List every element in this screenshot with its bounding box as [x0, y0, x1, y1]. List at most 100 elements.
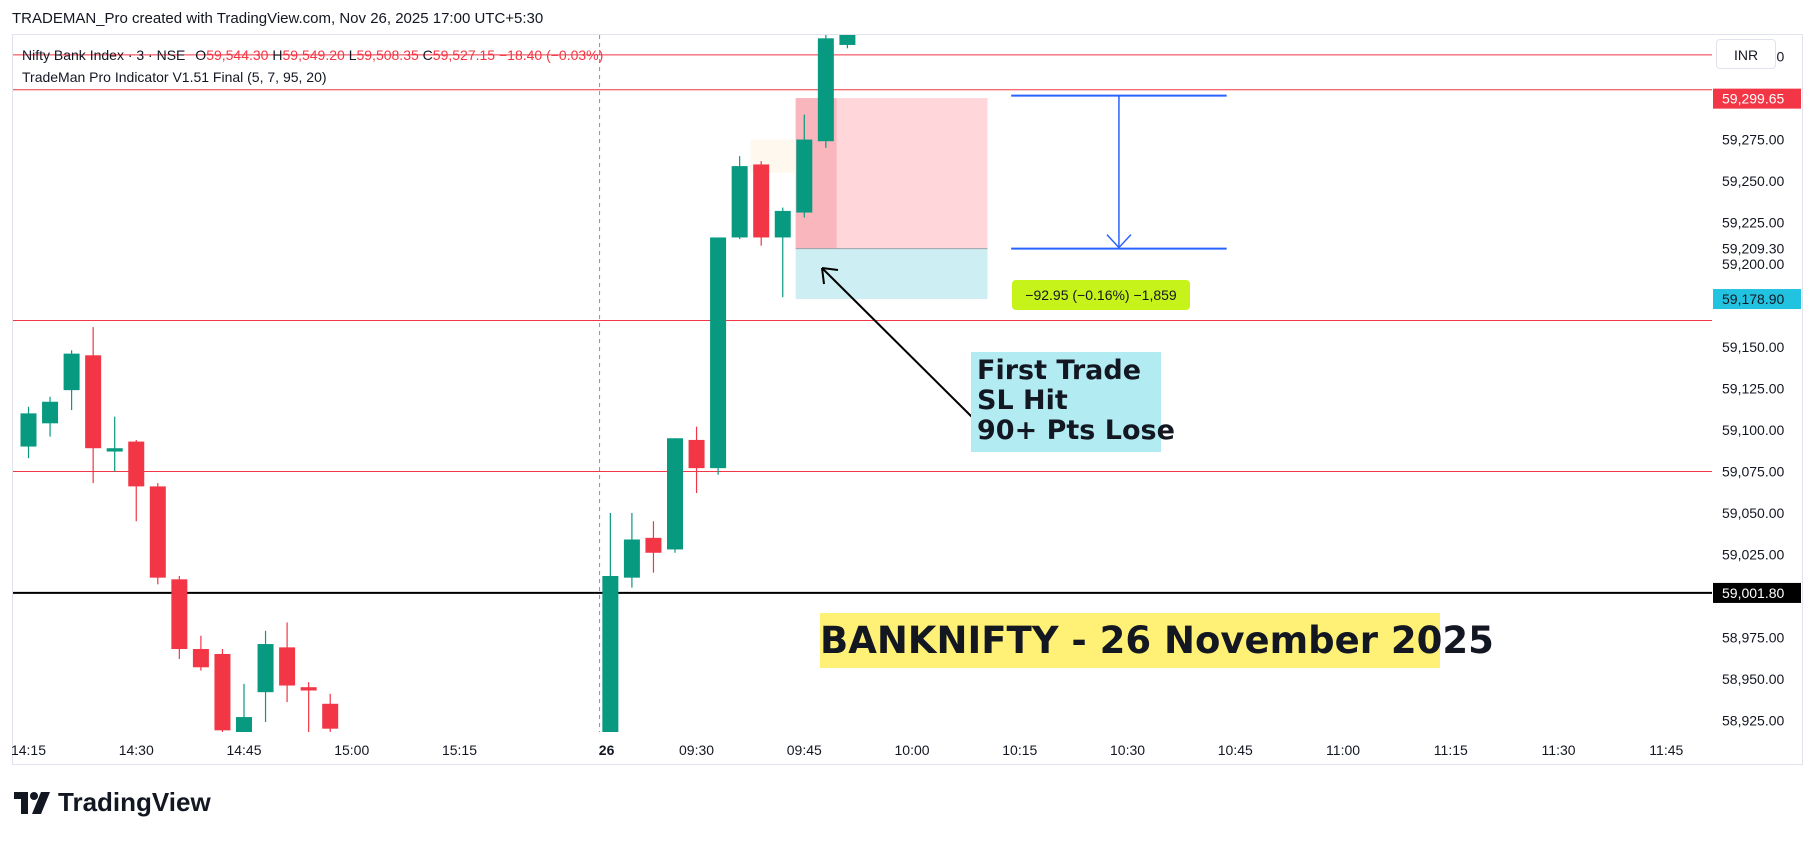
trade-zones	[750, 98, 988, 300]
candle	[753, 161, 770, 246]
candle-body	[20, 413, 37, 447]
candle-body	[667, 438, 683, 550]
price-label-text: 59,178.90	[1722, 291, 1784, 307]
candle-body	[710, 237, 727, 469]
candle-body	[128, 441, 145, 487]
measure-tool	[1011, 94, 1227, 250]
price-label-text: 59,001.80	[1722, 585, 1784, 601]
candle	[257, 630, 274, 723]
price-label-text: 59,209.30	[1722, 241, 1784, 257]
candle-body	[214, 654, 231, 731]
candles	[20, 35, 856, 732]
price-tick-label: 58,925.00	[1722, 712, 1784, 728]
trade-annotation-line: SL Hit	[977, 385, 1068, 416]
legend-low-label: L	[348, 47, 357, 63]
candle-body	[257, 644, 274, 693]
time-tick-label: 10:15	[1002, 742, 1037, 758]
candle	[731, 156, 748, 240]
price-tick-label: 58,950.00	[1722, 671, 1784, 687]
time-tick-label: 11:45	[1649, 742, 1683, 758]
legend-high-label: H	[272, 47, 283, 63]
candle	[623, 512, 640, 588]
candle-body	[192, 649, 209, 668]
time-tick-label: 26	[599, 742, 615, 758]
trade-annotation-line: 90+ Pts Lose	[977, 415, 1175, 446]
legend-low: 59,508.35	[356, 47, 419, 63]
time-axis: 14:15 14:30 14:45 15:00 15:15 26 09:30 09:45 10:…	[11, 742, 1684, 758]
price-label-bg	[1713, 582, 1801, 603]
trade-annotation-line: First Trade	[977, 355, 1142, 386]
candle-body	[279, 647, 296, 686]
target-zone	[795, 248, 988, 300]
price-tick-label: 59,100.00	[1722, 422, 1784, 438]
tradingview-logo-text: TradingView	[58, 787, 211, 817]
candle-body	[85, 355, 102, 449]
time-tick-label: 14:15	[11, 742, 46, 758]
candle-body	[688, 439, 705, 469]
candle-body	[300, 687, 317, 691]
candle-body	[63, 353, 80, 391]
candle-body	[42, 401, 59, 424]
candle	[128, 439, 145, 522]
time-tick-label: 10:30	[1110, 742, 1145, 758]
price-labels: 59,299.65 59,209.30 59,178.90 59,001.80	[1713, 88, 1801, 603]
candle-body	[623, 539, 640, 578]
candle	[85, 327, 102, 484]
price-label-bg	[1713, 88, 1801, 109]
time-tick-label: 11:15	[1434, 742, 1468, 758]
candle	[149, 483, 166, 585]
candle	[839, 35, 856, 49]
candle	[710, 237, 727, 475]
price-label-bg	[1713, 289, 1801, 310]
price-axis: 59,325.0059,275.0059,250.0059,225.0059,2…	[1722, 49, 1784, 729]
price-axis-label: 59,001.80	[1713, 582, 1801, 603]
candle	[236, 683, 252, 732]
currency-button[interactable]: INR	[1716, 39, 1776, 69]
candle-body	[731, 166, 748, 238]
price-tick-label: 58,975.00	[1722, 629, 1784, 645]
trade-arrow-line	[821, 267, 976, 421]
chart-attribution: TRADEMAN_Pro created with TradingView.co…	[12, 10, 544, 27]
tradingview-logo[interactable]: TradingView	[14, 787, 211, 818]
candle-body	[817, 38, 834, 142]
candle-body	[149, 486, 166, 578]
candle	[322, 693, 339, 732]
legend-open: 59,544.30	[206, 47, 269, 63]
horizontal-levels	[13, 35, 1712, 732]
legend-high: 59,549.20	[282, 47, 345, 63]
legend-indicator[interactable]: TradeMan Pro Indicator V1.51 Final (5, 7…	[22, 69, 327, 85]
candle	[214, 649, 231, 732]
price-tick-label: 59,050.00	[1722, 505, 1784, 521]
candle-body	[322, 703, 339, 729]
legend-symbol[interactable]: Nifty Bank Index · 3 · NSE	[22, 47, 186, 63]
title-annotation[interactable]: BANKNIFTY - 26 November 2025	[820, 613, 1494, 668]
price-tick-label: 59,250.00	[1722, 173, 1784, 189]
legend-close: 59,527.15	[432, 47, 496, 63]
candle	[106, 416, 123, 472]
candle	[774, 207, 791, 298]
candle	[300, 682, 317, 732]
candle-body	[774, 210, 791, 238]
price-tick-label: 59,200.00	[1722, 256, 1784, 272]
candle	[817, 35, 834, 148]
measure-arrowhead	[1106, 234, 1132, 249]
measure-label: −92.95 (−0.16%) −1,859	[1012, 280, 1190, 310]
time-tick-label: 10:00	[895, 742, 930, 758]
time-tick-label: 15:00	[334, 742, 369, 758]
price-axis-label: 59,209.30	[1722, 241, 1784, 257]
trade-annotation[interactable]: First Trade SL Hit 90+ Pts Lose	[971, 352, 1175, 452]
time-tick-label: 11:00	[1326, 742, 1360, 758]
candle	[171, 576, 188, 659]
candle	[796, 114, 813, 218]
time-tick-label: 15:15	[442, 742, 477, 758]
price-axis-label: 59,299.65	[1713, 88, 1801, 109]
time-tick-label: 14:30	[119, 742, 154, 758]
chart-frame	[12, 34, 1803, 765]
price-tick-label: 59,125.00	[1722, 380, 1784, 396]
legend-close-label: C	[422, 47, 433, 63]
chart-legend: Nifty Bank Index · 3 · NSE O59,544.30 H5…	[22, 44, 603, 88]
tradingview-logo-icon	[14, 791, 50, 814]
candle	[20, 406, 37, 459]
time-tick-label: 09:45	[787, 742, 822, 758]
